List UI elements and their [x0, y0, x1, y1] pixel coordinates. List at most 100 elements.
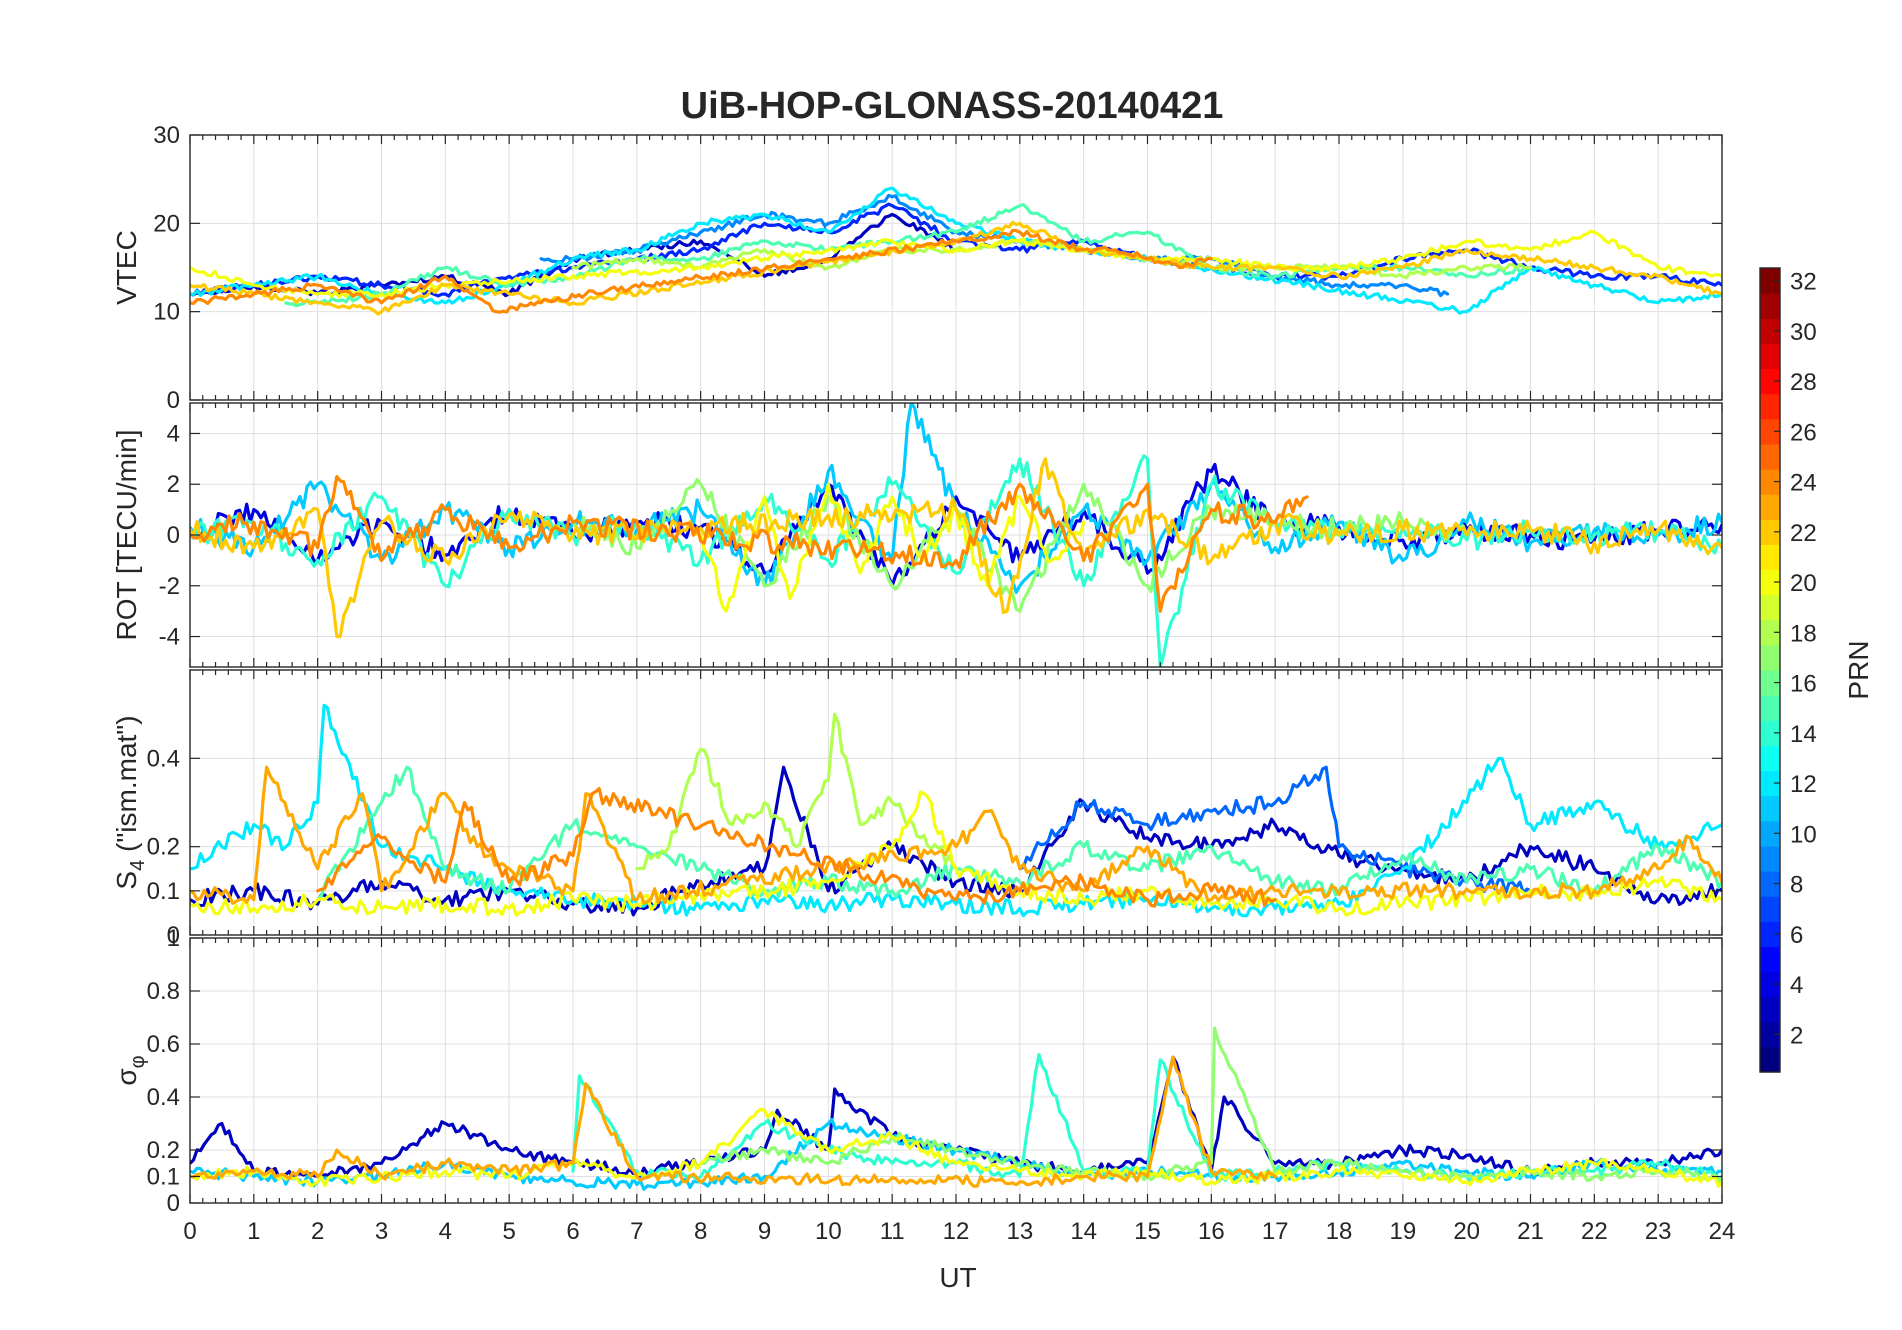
- colorbar-tick-label: 18: [1790, 620, 1817, 647]
- colorbar-segment: [1760, 268, 1780, 294]
- x-axis-label: UT: [939, 1262, 976, 1293]
- series-s4-prn-8: [1018, 765, 1533, 895]
- ytick-label-s4: 0: [167, 922, 180, 949]
- series-rot-prn-24: [190, 475, 1309, 613]
- xtick-label: 7: [630, 1218, 643, 1245]
- xtick-label: 2: [311, 1218, 324, 1245]
- colorbar-segment: [1760, 519, 1780, 545]
- ytick-label-rot: -4: [159, 624, 180, 651]
- panel-s4: 0 0.1 0.2 0.4S4 ("ism.mat"): [111, 669, 1723, 949]
- series-sigma_phi-prn-23: [190, 1055, 1277, 1188]
- series-rot-prn-20: [699, 482, 1086, 613]
- ytick-label-vtec: 0: [167, 387, 180, 414]
- xtick-label: 24: [1709, 1218, 1736, 1245]
- series-s4-prn-15: [316, 765, 1722, 902]
- colorbar-segment: [1760, 845, 1780, 872]
- xtick-label: 15: [1134, 1218, 1161, 1245]
- colorbar-tick-label: 20: [1790, 570, 1817, 597]
- series-s4-prn-18: [635, 712, 958, 871]
- xtick-label: 20: [1453, 1218, 1480, 1245]
- ytick-label-sigma_phi: 1: [167, 925, 180, 952]
- grid-rot: [189, 403, 1723, 667]
- colorbar-frame: [1759, 267, 1781, 1073]
- y-axis-label-s4: S4 ("ism.mat"): [111, 715, 149, 889]
- ytick-label-rot: 4: [167, 420, 180, 447]
- panel-vtec: 0 10 20 30 VTEC: [111, 122, 1723, 414]
- series-rot-prn-22: [190, 457, 1722, 639]
- series-sigma_phi-prn-17: [699, 1026, 1722, 1183]
- series-s4-prn-23: [190, 765, 1722, 905]
- ytick-label-s4: 0.4: [147, 745, 180, 772]
- ytick-label-rot: -2: [159, 573, 180, 600]
- grid-vtec: [189, 134, 1723, 401]
- series-sigma_phi-prn-20: [190, 1107, 1722, 1188]
- colorbar-segment: [1760, 820, 1780, 847]
- x-axis: 0 1 2 3 4 5 6 7 8 9 10 11 12 13 14 15 16 17 18 19 20 21 22 23 24: [183, 1218, 1735, 1245]
- colorbar-segment: [1760, 921, 1780, 947]
- colorbar-label: PRN: [1843, 640, 1874, 699]
- ytick-label-rot: 2: [167, 471, 180, 498]
- colorbar-segment: [1760, 544, 1780, 571]
- xtick-label: 5: [502, 1218, 515, 1245]
- xtick-label: 21: [1517, 1218, 1544, 1245]
- ytick-label-sigma_phi: 0.1: [147, 1164, 180, 1191]
- colorbar-segment: [1760, 695, 1780, 721]
- colorbar-segment: [1760, 594, 1780, 621]
- colorbar-tick-label: 28: [1790, 369, 1817, 396]
- series-rot-prn-17: [571, 478, 1469, 613]
- ytick-label-vtec: 30: [153, 122, 180, 149]
- xtick-label: 8: [694, 1218, 707, 1245]
- xtick-label: 4: [439, 1218, 452, 1245]
- colorbar-tick-label: 10: [1790, 821, 1817, 848]
- xtick-label: 9: [758, 1218, 771, 1245]
- colorbar-segment: [1760, 971, 1780, 998]
- colorbar-segment: [1760, 946, 1780, 973]
- xtick-label: 16: [1198, 1218, 1225, 1245]
- colorbar-segment: [1760, 1046, 1780, 1073]
- series-vtec-prn-24: [190, 228, 1213, 314]
- colorbar-tick-label: 32: [1790, 269, 1817, 296]
- colorbar-tick-label: 30: [1790, 319, 1817, 346]
- xtick-label: 17: [1262, 1218, 1289, 1245]
- colorbar-tick-label: 2: [1790, 1022, 1803, 1049]
- colorbar-segment: [1760, 644, 1780, 671]
- colorbar-segment: [1760, 343, 1780, 370]
- series-rot-prn-14: [190, 454, 1722, 667]
- colorbar-segment: [1760, 368, 1780, 395]
- colorbar-segment: [1760, 745, 1780, 772]
- xtick-label: 3: [375, 1218, 388, 1245]
- colorbar-segment: [1760, 1021, 1780, 1048]
- xtick-label: 12: [943, 1218, 970, 1245]
- colorbar-tick-label: 16: [1790, 671, 1817, 698]
- colorbar-segment: [1760, 418, 1780, 445]
- panel-rot: -4 -2 0 2 4 ROT [TECU/min]: [111, 402, 1723, 668]
- traces-s4: [190, 703, 1722, 918]
- colorbar-segment: [1760, 469, 1780, 495]
- series-s4-prn-20: [190, 790, 1722, 917]
- traces-sigma_phi: [190, 1026, 1722, 1191]
- colorbar-tick-label: 8: [1790, 872, 1803, 899]
- ytick-label-sigma_phi: 0: [167, 1190, 180, 1217]
- colorbar-segment: [1760, 996, 1780, 1023]
- colorbar-tick-label: 12: [1790, 771, 1817, 798]
- colorbar-segment: [1760, 293, 1780, 319]
- xtick-label: 6: [566, 1218, 579, 1245]
- y-axis-label-rot: ROT [TECU/min]: [111, 429, 142, 640]
- xtick-label: 23: [1645, 1218, 1672, 1245]
- colorbar-segment: [1760, 494, 1780, 520]
- ytick-label-vtec: 10: [153, 299, 180, 326]
- xtick-label: 14: [1070, 1218, 1097, 1245]
- colorbar-tick-label: 24: [1790, 470, 1817, 497]
- xtick-label: 18: [1326, 1218, 1353, 1245]
- chart-title: UiB-HOP-GLONASS-20140421: [681, 85, 1224, 127]
- colorbar-segment: [1760, 443, 1780, 470]
- ytick-label-sigma_phi: 0.2: [147, 1137, 180, 1164]
- colorbar-segment: [1760, 670, 1780, 696]
- ytick-label-sigma_phi: 0.4: [147, 1084, 180, 1111]
- ytick-label-vtec: 20: [153, 210, 180, 237]
- colorbar-tick-label: 26: [1790, 419, 1817, 446]
- traces-rot: [190, 403, 1722, 667]
